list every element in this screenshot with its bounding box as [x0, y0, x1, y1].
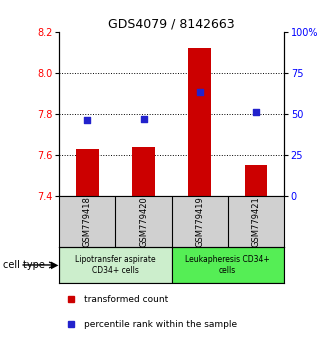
Text: ▶: ▶ — [51, 260, 59, 270]
Point — [253, 109, 258, 115]
Point — [85, 118, 90, 123]
Bar — [59, 247, 172, 283]
Title: GDS4079 / 8142663: GDS4079 / 8142663 — [108, 18, 235, 31]
Text: Lipotransfer aspirate
CD34+ cells: Lipotransfer aspirate CD34+ cells — [75, 255, 156, 275]
Bar — [188, 48, 211, 196]
Text: percentile rank within the sample: percentile rank within the sample — [84, 320, 237, 329]
Text: GSM779419: GSM779419 — [195, 196, 204, 246]
Point — [141, 116, 146, 121]
Text: GSM779418: GSM779418 — [83, 196, 92, 247]
Text: GSM779421: GSM779421 — [251, 196, 260, 246]
Text: cell type: cell type — [3, 260, 45, 270]
Text: GSM779420: GSM779420 — [139, 196, 148, 246]
Text: Leukapheresis CD34+
cells: Leukapheresis CD34+ cells — [185, 255, 270, 275]
Bar — [76, 149, 99, 196]
Bar — [245, 165, 267, 196]
Bar — [172, 247, 284, 283]
Bar — [132, 147, 155, 196]
Text: transformed count: transformed count — [84, 295, 168, 304]
Point — [197, 90, 202, 95]
